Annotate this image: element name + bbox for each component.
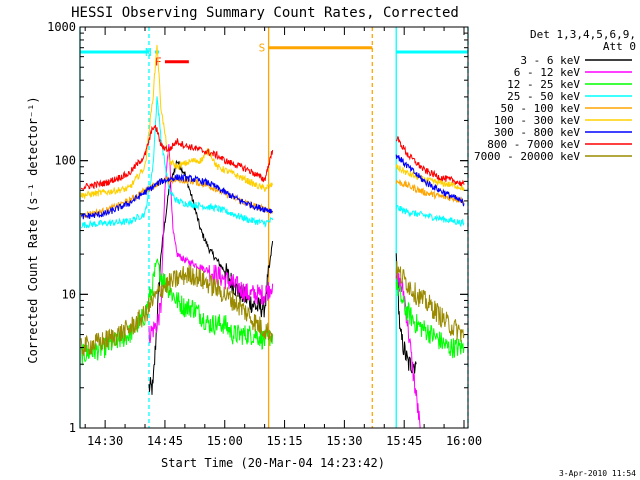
y-tick-label-0: 1 (69, 421, 76, 435)
legend-header-0: Det 1,3,4,5,6,9, (530, 28, 636, 41)
legend-label-4: 50 - 100 keV (501, 102, 581, 115)
series-line-4-seg-0 (80, 175, 274, 219)
series-line-5-seg-1 (395, 163, 465, 192)
legend-label-3: 25 - 50 keV (507, 90, 580, 103)
legend-label-8: 7000 - 20000 keV (474, 150, 580, 163)
x-axis-label: Start Time (20-Mar-04 14:23:42) (161, 456, 385, 470)
chart-title: HESSI Observing Summary Count Rates, Cor… (71, 5, 459, 21)
status-bar-label-3: S (259, 42, 266, 55)
plot-frame (79, 26, 469, 429)
x-tick-label-3: 15:15 (267, 434, 303, 448)
series-line-4-seg-1 (395, 178, 465, 204)
x-tick-label-4: 15:30 (326, 434, 362, 448)
x-tick-label-2: 15:00 (207, 434, 243, 448)
legend-label-6: 300 - 800 keV (494, 126, 580, 139)
series-line-3-seg-1 (395, 204, 465, 228)
series-line-7-seg-1 (395, 136, 465, 187)
plot-area: NFS (79, 27, 469, 429)
series-line-8-seg-0 (80, 265, 273, 357)
x-tick-label-0: 14:30 (87, 434, 123, 448)
y-axis-label: Corrected Count Rate (s⁻¹ detector⁻¹) (26, 96, 40, 363)
legend-header-1: Att 0 (603, 40, 636, 53)
axes: 14:30 14:45 15:00 15:15 15:30 15:45 16:00 1 10 10… (47, 20, 482, 448)
x-tick-label-5: 15:45 (386, 434, 422, 448)
series-line-3-seg-0 (81, 96, 274, 229)
y-tick-label-1: 10 (62, 287, 76, 301)
legend-label-2: 12 - 25 keV (507, 78, 580, 91)
legend-label-1: 6 - 12 keV (514, 66, 581, 79)
series-line-6-seg-0 (80, 173, 273, 220)
legend-label-0: 3 - 6 keV (520, 54, 580, 67)
series-line-7-seg-0 (80, 124, 274, 190)
legend-label-7: 800 - 7000 keV (487, 138, 580, 151)
series-line-1-seg-1 (395, 265, 421, 429)
y-tick-label-2: 100 (54, 154, 76, 168)
y-tick-label-3: 1000 (47, 20, 76, 34)
series-line-8-seg-1 (395, 261, 465, 342)
status-bar-label-1: N (145, 46, 152, 59)
series-line-6-seg-1 (395, 154, 465, 207)
legend-label-5: 100 - 300 keV (494, 114, 580, 127)
timestamp: 3-Apr-2010 11:54 (559, 469, 636, 478)
series-line-2-seg-1 (395, 277, 465, 359)
series-line-5-seg-0 (80, 44, 274, 200)
x-tick-label-6: 16:00 (446, 434, 482, 448)
x-tick-label-1: 14:45 (147, 434, 183, 448)
